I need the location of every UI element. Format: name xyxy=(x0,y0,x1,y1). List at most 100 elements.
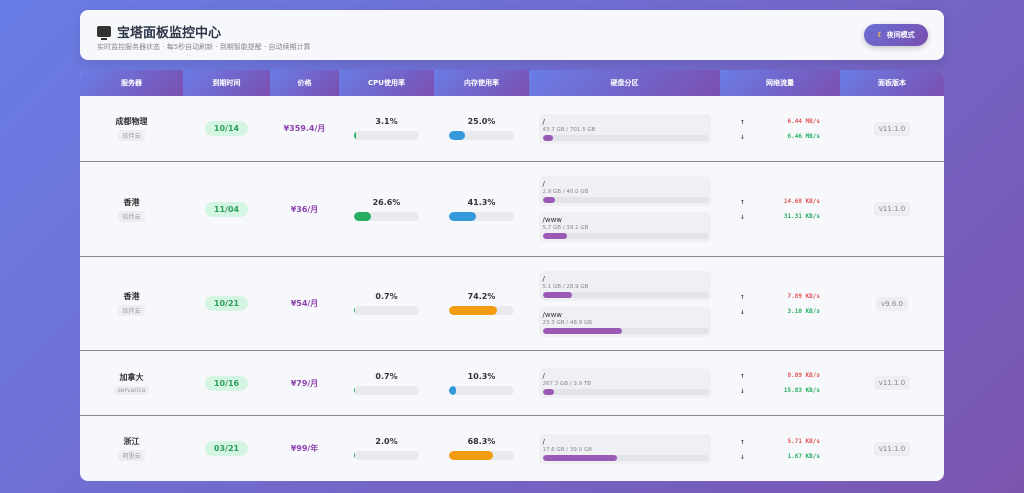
server-name: 成都物理 xyxy=(115,117,148,126)
upload-arrow-icon: ↑ xyxy=(740,116,745,126)
server-name: 香港 xyxy=(123,292,140,301)
memory-percent: 68.3% xyxy=(467,437,496,446)
price: ¥359.4/月 xyxy=(283,124,326,133)
page-title: 宝塔面板监控中心 xyxy=(117,26,222,41)
column-header: 价格 xyxy=(270,70,339,96)
memory-bar xyxy=(449,306,514,315)
memory-fill xyxy=(449,385,456,395)
provider-badge: 玖伴云 xyxy=(118,130,145,141)
provider-badge: 玖伴云 xyxy=(118,305,145,316)
download-speed: 31.31 KB/s xyxy=(783,213,820,220)
download-speed: 3.10 KB/s xyxy=(787,307,820,315)
download-speed: 1.67 KB/s xyxy=(787,452,820,460)
cpu-percent: 0.7% xyxy=(375,292,398,301)
price: ¥54/月 xyxy=(290,299,319,308)
download-arrow-icon: ↓ xyxy=(740,386,745,395)
upload-arrow-icon: ↑ xyxy=(740,291,745,301)
disk-usage-fill xyxy=(542,327,622,334)
memory-fill xyxy=(449,451,494,460)
cpu-fill xyxy=(354,451,356,460)
memory-percent: 41.3% xyxy=(467,197,496,207)
memory-bar xyxy=(449,211,514,221)
cpu-bar xyxy=(354,131,419,140)
disk-usage-bar xyxy=(542,233,709,239)
header-card: 宝塔面板监控中心 实时监控服务器状态 · 每5秒自动刷新 · 到期智能提醒 · … xyxy=(80,10,944,60)
monitor-icon xyxy=(97,26,111,40)
memory-bar xyxy=(449,385,514,395)
cpu-fill xyxy=(354,211,372,221)
download-arrow-icon: ↓ xyxy=(740,451,745,461)
cpu-fill xyxy=(354,306,356,315)
cpu-fill xyxy=(354,385,356,395)
disk-partition: /www 23.3 GB / 48.9 GB xyxy=(538,306,711,337)
cpu-percent: 3.1% xyxy=(375,117,398,126)
price: ¥99/年 xyxy=(290,444,319,453)
provider-badge: 玖伴云 xyxy=(118,210,145,222)
disk-usage-bar xyxy=(542,389,709,395)
disk-partition: /43.7 GB / 701.5 GB xyxy=(538,113,711,144)
download-speed: 6.46 MB/s xyxy=(787,132,820,140)
panel-version: v11.1.0 xyxy=(873,376,911,390)
expiry-badge: 10/21 xyxy=(205,296,248,311)
cpu-percent: 0.7% xyxy=(375,371,398,381)
provider-badge: servarica xyxy=(113,385,150,395)
memory-bar xyxy=(449,451,514,460)
upload-speed: 8.09 KB/s xyxy=(787,372,820,379)
column-header: CPU使用率 xyxy=(339,70,434,96)
price: ¥79/月 xyxy=(290,378,319,388)
server-table: 服务器 到期时间 价格 CPU使用率 内存使用率 硬盘分区 网络流量 面板版本 成都物理 玖伴云… xyxy=(80,70,944,481)
disk-usage-fill xyxy=(542,454,618,461)
column-header: 内存使用率 xyxy=(434,70,529,96)
panel-version: v11.1.0 xyxy=(873,202,911,216)
disk-partition: /www 5.7 GB / 39.1 GB xyxy=(538,212,711,242)
disk-usage-bar xyxy=(542,454,709,461)
panel-version: v9.6.0 xyxy=(876,296,908,311)
memory-percent: 25.0% xyxy=(467,117,496,126)
upload-arrow-icon: ↑ xyxy=(740,436,745,446)
memory-bar xyxy=(449,131,514,140)
download-arrow-icon: ↓ xyxy=(740,131,745,141)
disk-partition: /17.6 GB / 39.0 GB xyxy=(538,433,711,464)
disk-partition: /5.1 GB / 28.9 GB xyxy=(538,270,711,301)
panel-version: v11.1.0 xyxy=(873,441,911,456)
download-arrow-icon: ↓ xyxy=(740,306,745,316)
disk-partition: /267.3 GB / 3.9 TB xyxy=(538,368,711,398)
cpu-bar xyxy=(354,385,419,395)
column-header: 到期时间 xyxy=(183,70,270,96)
provider-badge: 阿里云 xyxy=(118,450,145,461)
column-header: 网络流量 xyxy=(720,70,840,96)
expiry-badge: 03/21 xyxy=(205,441,248,456)
panel-version: v11.1.0 xyxy=(873,121,911,136)
disk-usage-bar xyxy=(542,134,709,141)
memory-percent: 10.3% xyxy=(467,371,496,381)
memory-percent: 74.2% xyxy=(467,292,496,301)
server-name: 香港 xyxy=(123,197,140,207)
disk-usage-bar xyxy=(542,327,709,334)
expiry-badge: 11/04 xyxy=(205,201,248,217)
disk-usage-bar xyxy=(542,291,709,298)
column-header: 服务器 xyxy=(80,70,183,96)
moon-icon: ☾ xyxy=(877,32,884,39)
expiry-badge: 10/16 xyxy=(205,375,248,391)
table-row: 成都物理玖伴云 10/14 ¥359.4/月 3.1% 25.0% /43.7 … xyxy=(80,96,944,162)
upload-arrow-icon: ↑ xyxy=(740,371,745,380)
table-row: 香港 玖伴云 11/04 ¥36/月 26.6% 41.3% /2.9 GB / … xyxy=(80,162,944,257)
night-mode-button[interactable]: ☾ 夜间模式 xyxy=(864,24,928,46)
table-row: 香港玖伴云 10/21 ¥54/月 0.7% 74.2% /5.1 GB / 2… xyxy=(80,257,944,351)
expiry-badge: 10/14 xyxy=(205,121,248,136)
cpu-percent: 26.6% xyxy=(372,197,401,207)
disk-usage-fill xyxy=(542,291,572,298)
table-row: 浙江 阿里云 03/21 ¥99/年 2.0% 68.3% /17.6 GB / … xyxy=(80,416,944,481)
upload-speed: 7.89 KB/s xyxy=(787,292,820,300)
server-name: 加拿大 xyxy=(119,372,144,382)
page-subtitle: 实时监控服务器状态 · 每5秒自动刷新 · 到期智能提醒 · 自动续期计算 xyxy=(97,43,311,51)
cpu-bar xyxy=(354,451,419,460)
upload-speed: 5.71 KB/s xyxy=(787,437,820,445)
memory-fill xyxy=(449,131,466,140)
memory-fill xyxy=(449,306,498,315)
cpu-bar xyxy=(354,211,419,221)
server-name: 浙江 xyxy=(123,437,140,446)
disk-usage-bar xyxy=(542,197,709,203)
table-row: 加拿大 servarica 10/16 ¥79/月 0.7% 10.3% /267… xyxy=(80,351,944,416)
disk-usage-fill xyxy=(542,233,567,239)
